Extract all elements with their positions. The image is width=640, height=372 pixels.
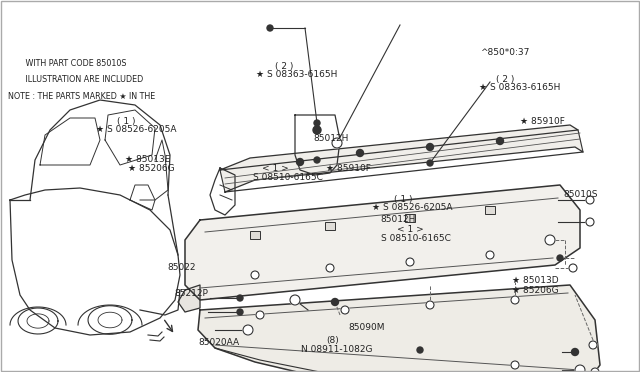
Bar [485,206,495,214]
Circle shape [569,264,577,272]
Circle shape [267,25,273,31]
Circle shape [296,158,303,166]
Text: ILLUSTRATION ARE INCLUDED: ILLUSTRATION ARE INCLUDED [8,76,143,84]
Circle shape [290,295,300,305]
Text: ★ 85013D: ★ 85013D [512,276,559,285]
Circle shape [341,306,349,314]
Text: 85212P: 85212P [174,289,208,298]
Circle shape [251,271,259,279]
Polygon shape [220,125,583,192]
Text: ( 1 ): ( 1 ) [117,117,136,126]
Circle shape [511,361,519,369]
Circle shape [591,368,599,372]
Text: ★ S 08526-6205A: ★ S 08526-6205A [372,203,453,212]
Text: ★ 85206G: ★ 85206G [512,286,559,295]
Text: N 08911-1082G: N 08911-1082G [301,345,372,354]
Circle shape [486,251,494,259]
Circle shape [406,258,414,266]
Text: WITH PART CODE 85010S: WITH PART CODE 85010S [8,60,127,68]
Text: NOTE : THE PARTS MARKED ★ IN THE: NOTE : THE PARTS MARKED ★ IN THE [8,92,156,100]
Text: ★ S 08363-6165H: ★ S 08363-6165H [479,83,560,92]
Text: ( 1 ): ( 1 ) [394,195,412,204]
Text: ★ S 08526-6205A: ★ S 08526-6205A [96,125,177,134]
Text: ★ 85910F: ★ 85910F [520,117,564,126]
Text: ( 2 ): ( 2 ) [496,75,515,84]
Circle shape [243,325,253,335]
Circle shape [313,126,321,134]
Circle shape [557,255,563,261]
Text: ★ 85206G: ★ 85206G [128,164,175,173]
Polygon shape [198,285,600,372]
Text: S 08510-6165C: S 08510-6165C [381,234,451,243]
Circle shape [237,309,243,315]
Circle shape [586,196,594,204]
Text: 85090M: 85090M [349,323,385,332]
Text: ★ 85013E: ★ 85013E [125,155,171,164]
Text: 85012H: 85012H [381,215,416,224]
Circle shape [545,235,555,245]
Text: 85010S: 85010S [563,190,598,199]
Text: ( 2 ): ( 2 ) [275,62,294,71]
Circle shape [572,349,579,356]
Text: ★ S 08363-6165H: ★ S 08363-6165H [256,70,337,79]
Circle shape [426,144,433,151]
Text: 85020AA: 85020AA [198,338,239,347]
Text: S 08510-6165C: S 08510-6165C [253,173,323,182]
Circle shape [575,365,585,372]
Circle shape [326,264,334,272]
Circle shape [314,157,320,163]
Circle shape [356,150,364,157]
Circle shape [589,341,597,349]
Polygon shape [178,285,200,312]
Text: (8): (8) [326,336,339,345]
Circle shape [332,138,342,148]
Polygon shape [185,185,580,300]
Bar [405,214,415,222]
Circle shape [586,218,594,226]
Bar [325,222,335,230]
Text: ^850*0:37: ^850*0:37 [480,48,529,57]
Text: < 1 >: < 1 > [397,225,424,234]
Circle shape [332,298,339,305]
Circle shape [417,347,423,353]
Bar [250,231,260,239]
Circle shape [256,311,264,319]
Text: 85022: 85022 [168,263,196,272]
Circle shape [426,301,434,309]
Circle shape [497,138,504,144]
Text: < 1 >: < 1 > [262,164,289,173]
Circle shape [314,120,320,126]
Circle shape [237,295,243,301]
Text: ★ 85910F: ★ 85910F [326,164,371,173]
Circle shape [511,296,519,304]
Text: 85012H: 85012H [314,134,349,143]
Circle shape [427,160,433,166]
